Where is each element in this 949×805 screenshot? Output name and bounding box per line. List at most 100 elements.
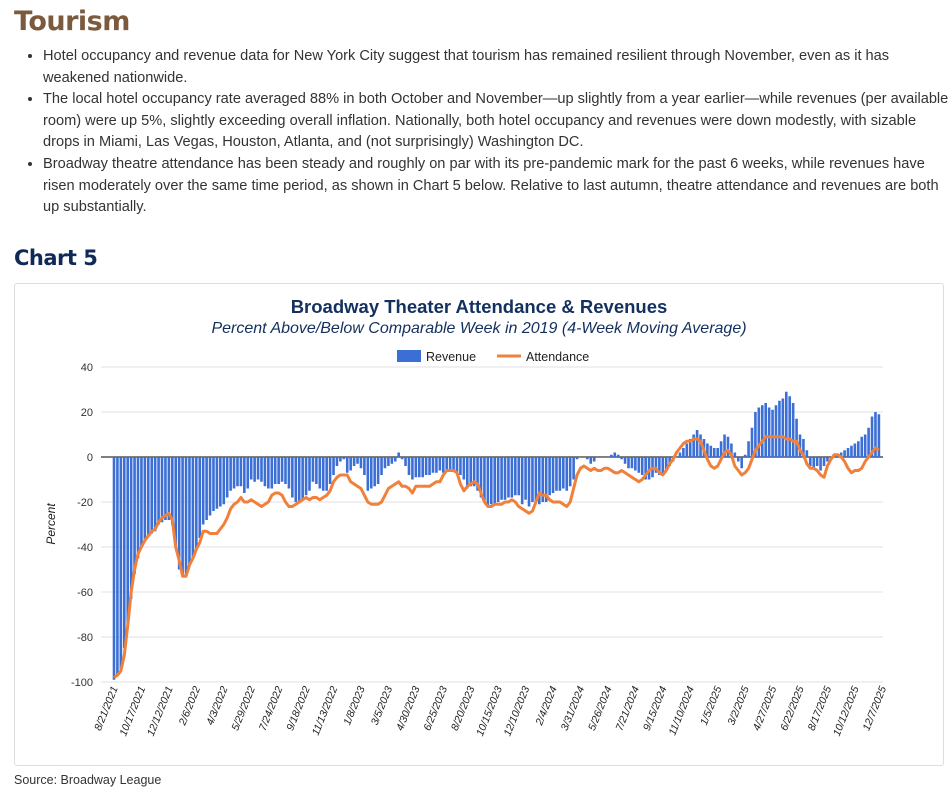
revenue-bar <box>616 454 620 457</box>
x-tick-label: 8/20/2023 <box>449 684 478 732</box>
bullet-list: Hotel occupancy and revenue data for New… <box>24 46 949 219</box>
revenue-bar <box>421 457 424 478</box>
revenue-bar <box>719 441 723 457</box>
revenue-bar <box>428 457 431 475</box>
revenue-bar <box>555 457 558 491</box>
revenue-bar <box>730 443 733 457</box>
x-tick-label: 12/12/2021 <box>145 685 176 738</box>
revenue-bar <box>483 457 486 502</box>
revenue-bar <box>270 457 274 489</box>
revenue-bar <box>448 457 452 471</box>
revenue-bar <box>201 457 205 525</box>
revenue-bar <box>387 457 390 466</box>
revenue-bar <box>870 416 874 457</box>
x-tick-label: 4/30/2023 <box>394 684 423 732</box>
revenue-bar <box>363 457 366 475</box>
revenue-bar <box>520 457 524 505</box>
source-note: Source: Broadway League <box>14 773 162 787</box>
revenue-bar <box>798 434 802 457</box>
revenue-bar <box>788 396 792 457</box>
revenue-bar <box>366 457 370 491</box>
revenue-bar <box>716 448 719 457</box>
revenue-bar <box>750 427 754 457</box>
legend-revenue-swatch <box>397 350 421 362</box>
revenue-bar <box>754 412 757 457</box>
revenue-bar <box>273 457 277 484</box>
revenue-bar <box>634 457 637 471</box>
revenue-bar <box>654 457 658 473</box>
revenue-bar <box>524 457 527 500</box>
revenue-bar <box>414 457 418 478</box>
revenue-bar <box>174 457 178 547</box>
revenue-bar <box>455 457 459 473</box>
revenue-bar <box>592 457 596 462</box>
x-tick-label: 1/8/2023 <box>341 684 367 727</box>
revenue-bar <box>610 454 613 457</box>
chart-container: Broadway Theater Attendance & Revenues P… <box>14 283 944 766</box>
revenue-bar <box>476 457 479 491</box>
revenue-bar <box>332 457 335 475</box>
chart-plot: 40200-20-40-60-80-100Percent8/21/202110/… <box>44 350 889 738</box>
x-tick-label: 5/29/2022 <box>229 684 258 732</box>
revenue-bar <box>640 457 644 475</box>
revenue-bar <box>225 457 229 498</box>
revenue-bar <box>280 457 284 482</box>
revenue-bar <box>284 457 287 484</box>
x-tick-label: 11/13/2022 <box>310 684 341 737</box>
revenue-bar <box>119 457 123 671</box>
revenue-bar <box>219 457 222 507</box>
revenue-bar <box>472 457 476 487</box>
x-tick-label: 4/3/2022 <box>204 684 230 727</box>
revenue-bar <box>239 457 243 487</box>
x-tick-label: 12/7/2025 <box>860 684 889 732</box>
revenue-bar <box>743 454 747 457</box>
revenue-bar <box>246 457 250 489</box>
x-tick-label: 8/17/2025 <box>806 684 835 732</box>
revenue-bar <box>153 457 157 532</box>
x-tick-label: 2/4/2024 <box>533 684 560 727</box>
revenue-bar <box>644 457 647 480</box>
y-tick-label: 0 <box>87 452 93 464</box>
revenue-bar <box>575 457 579 460</box>
revenue-bar <box>147 457 150 536</box>
x-tick-label: 5/26/2024 <box>586 684 615 732</box>
x-tick-label: 6/22/2025 <box>778 684 807 732</box>
revenue-bar <box>767 407 771 457</box>
revenue-bar <box>459 457 462 475</box>
revenue-bar <box>599 457 603 458</box>
revenue-bar <box>822 457 826 466</box>
x-tick-label: 8/21/2021 <box>92 685 121 733</box>
revenue-bar <box>171 457 174 525</box>
revenue-bar <box>260 457 263 482</box>
revenue-bar <box>586 457 589 460</box>
revenue-bar <box>582 457 586 458</box>
x-tick-label: 10/17/2021 <box>117 685 148 738</box>
revenue-bar <box>503 457 507 500</box>
revenue-bar <box>877 414 881 457</box>
chart-heading: Chart 5 <box>14 246 98 270</box>
revenue-bar <box>160 457 164 523</box>
revenue-bar <box>496 457 500 502</box>
revenue-bar <box>328 457 332 484</box>
revenue-bar <box>757 407 761 457</box>
y-tick-label: -20 <box>77 497 93 509</box>
revenue-bar <box>658 457 661 475</box>
y-tick-label: -100 <box>71 677 93 689</box>
revenue-bar <box>760 405 764 457</box>
revenue-bar <box>301 457 304 500</box>
revenue-bar <box>318 457 322 489</box>
revenue-bar <box>500 457 503 500</box>
revenue-bar <box>596 457 599 458</box>
revenue-bar <box>208 457 212 516</box>
revenue-bar <box>606 457 610 458</box>
revenue-bar <box>709 445 713 457</box>
revenue-bar <box>205 457 208 520</box>
revenue-bar <box>267 457 270 489</box>
revenue-bar <box>308 457 311 491</box>
revenue-bar <box>195 457 198 550</box>
revenue-bar <box>356 457 359 464</box>
revenue-bar <box>839 452 843 457</box>
revenue-bar <box>613 452 617 457</box>
revenue-bar <box>589 457 593 464</box>
x-tick-label: 9/15/2024 <box>641 684 670 732</box>
